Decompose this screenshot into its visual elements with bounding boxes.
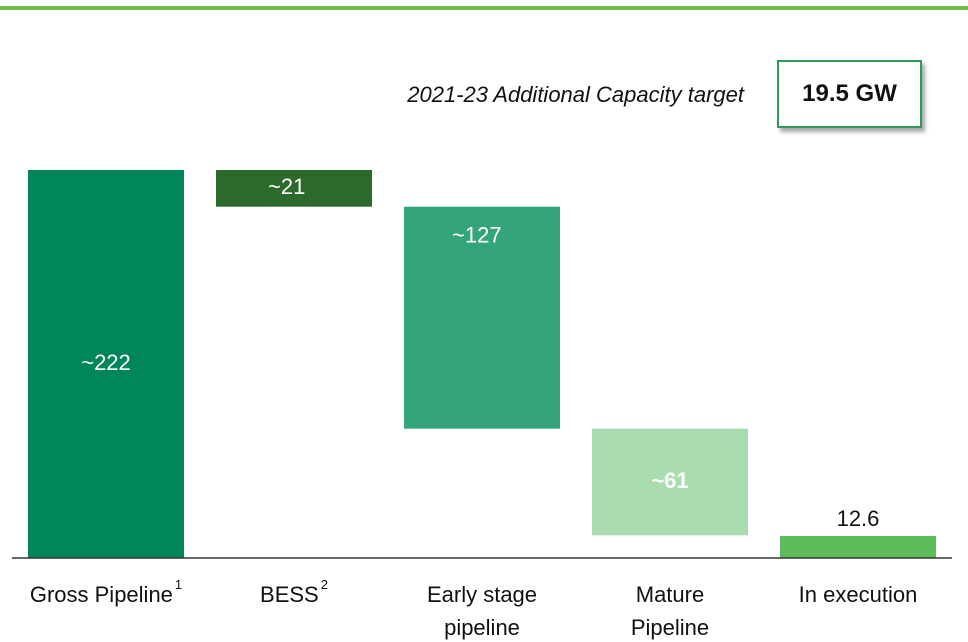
category: Mature Pipeline	[630, 582, 710, 640]
category: Gross Pipeline	[29, 582, 173, 607]
x-tick-label: Early stage pipeline	[407, 578, 557, 642]
category: Early stage pipeline	[426, 582, 538, 640]
value-label: ~61	[651, 468, 688, 493]
footnote-mark: 1	[174, 577, 183, 592]
x-tick-label: Mature Pipeline	[600, 578, 740, 642]
top-rule	[0, 6, 968, 10]
x-tick-label: Gross Pipeline 1	[6, 578, 206, 611]
value-label: ~127	[452, 223, 502, 248]
x-tick-label: BESS 2	[214, 578, 374, 611]
value-label: ~222	[81, 350, 131, 375]
target-label: 2021-23 Additional Capacity target	[407, 82, 744, 107]
target-box: 19.5 GW	[777, 60, 922, 128]
category: BESS	[260, 582, 319, 607]
bar	[28, 170, 184, 558]
footnote-mark: 2	[320, 577, 328, 592]
bar	[592, 428, 748, 536]
value-label: ~21	[268, 174, 305, 199]
bar	[404, 206, 560, 429]
bar	[780, 535, 936, 558]
category: In execution	[798, 582, 918, 607]
x-tick-label: In execution	[768, 578, 948, 611]
value-label: 12.6	[837, 506, 880, 531]
bar	[216, 170, 372, 207]
